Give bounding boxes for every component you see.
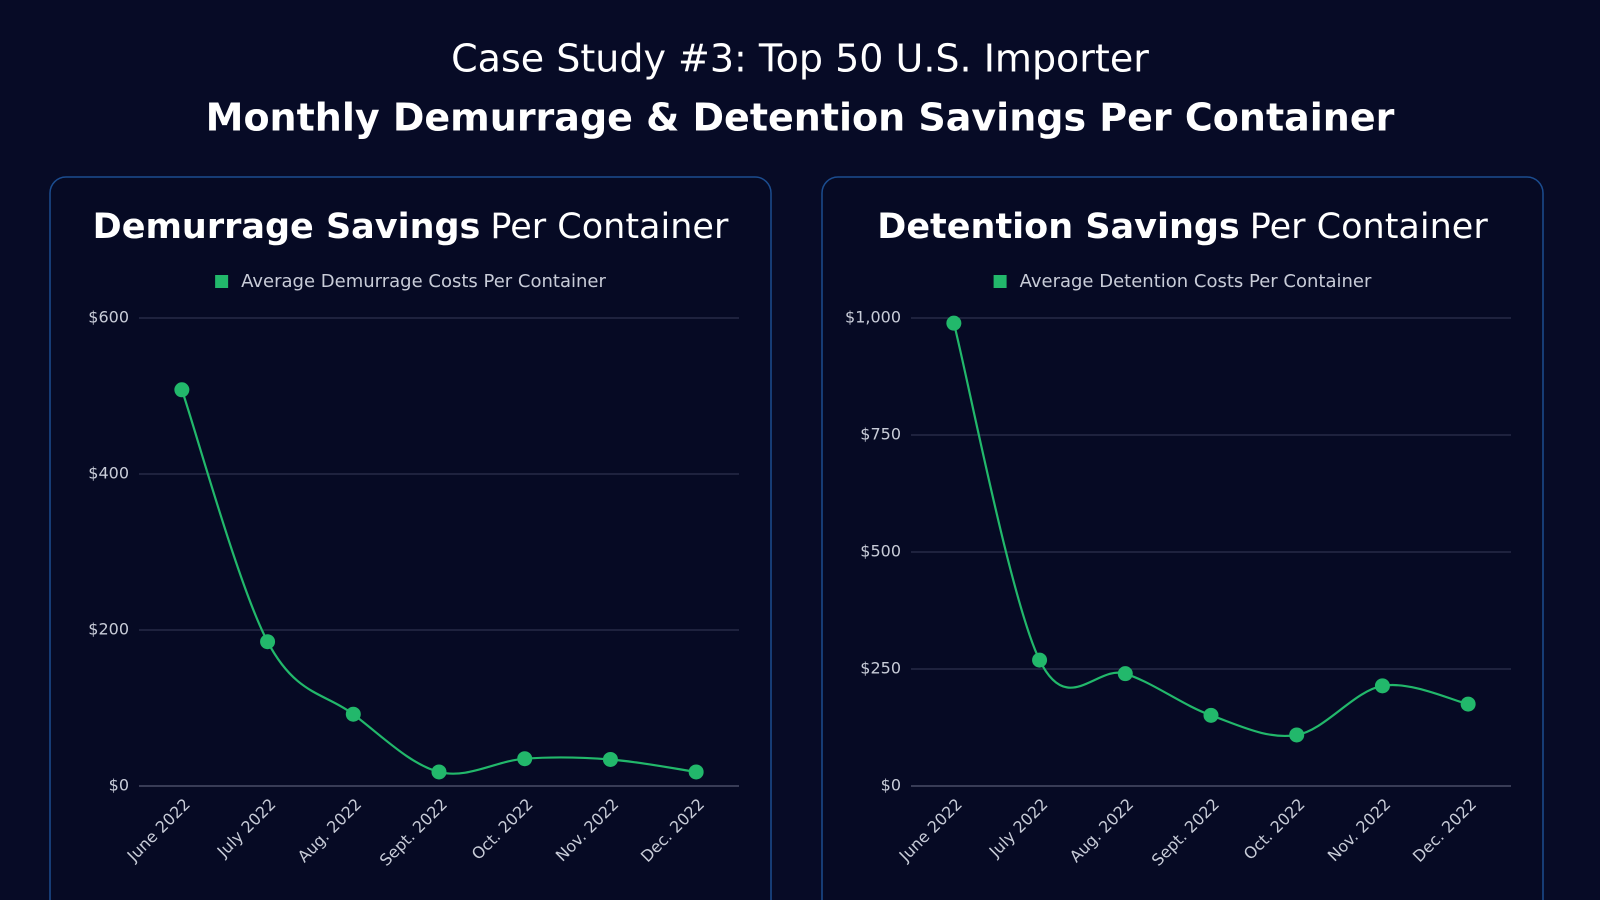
data-point xyxy=(1374,678,1390,694)
data-point xyxy=(1203,707,1219,723)
data-point xyxy=(431,764,447,780)
chart-title: Demurrage Savings Per Container xyxy=(93,207,729,247)
series-line xyxy=(952,322,1469,738)
data-point xyxy=(1032,652,1048,668)
chart-title-part: Detention Savings xyxy=(877,207,1240,247)
chart-title-part: Per Container xyxy=(490,207,729,247)
chart-title-part: Demurrage Savings xyxy=(93,207,481,247)
chart-title: Detention Savings Per Container xyxy=(877,207,1488,247)
data-point xyxy=(517,751,533,767)
data-point xyxy=(260,634,276,650)
panel xyxy=(821,176,1544,900)
y-tick-label: $1,000 xyxy=(845,308,901,327)
y-tick-label: $250 xyxy=(860,659,901,678)
data-point xyxy=(602,751,618,767)
y-tick-label: $600 xyxy=(88,308,129,327)
data-point xyxy=(345,706,361,722)
legend: Average Detention Costs Per Container xyxy=(993,271,1372,292)
y-tick-label: $0 xyxy=(881,776,901,795)
data-point xyxy=(1289,727,1305,743)
legend-swatch xyxy=(215,275,229,288)
data-point xyxy=(946,315,962,331)
legend-swatch xyxy=(993,275,1007,288)
y-tick-label: $0 xyxy=(109,776,129,795)
data-point xyxy=(174,382,190,398)
legend-label: Average Detention Costs Per Container xyxy=(1020,271,1372,292)
data-point xyxy=(1460,696,1476,712)
chart-title-part: Per Container xyxy=(1250,207,1489,247)
data-point xyxy=(1117,666,1133,682)
panel xyxy=(49,176,772,900)
y-tick-label: $200 xyxy=(88,620,129,639)
legend-label: Average Demurrage Costs Per Container xyxy=(241,271,606,292)
slide-subtitle: Monthly Demurrage & Detention Savings Pe… xyxy=(206,96,1395,140)
data-point xyxy=(688,764,704,780)
y-tick-label: $400 xyxy=(88,464,129,483)
y-tick-label: $750 xyxy=(860,425,901,444)
legend: Average Demurrage Costs Per Container xyxy=(215,271,606,292)
slide-title: Case Study #3: Top 50 U.S. Importer xyxy=(451,37,1149,81)
y-tick-label: $500 xyxy=(860,542,901,561)
